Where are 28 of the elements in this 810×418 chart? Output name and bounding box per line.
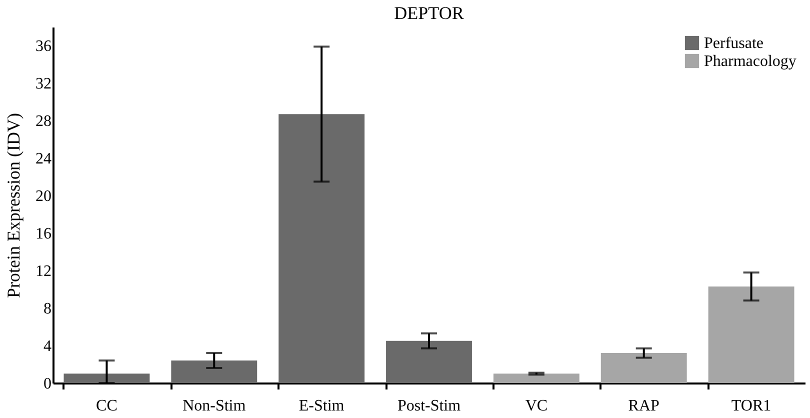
y-tick-label: 4 (44, 338, 52, 356)
x-tick-label: Post-Stim (397, 398, 462, 414)
y-tick-label: 32 (36, 76, 52, 93)
y-tick-label: 12 (36, 263, 52, 280)
x-tick-label: RAP (628, 398, 660, 414)
bar (64, 374, 150, 383)
bar (278, 114, 365, 383)
bar (386, 340, 472, 383)
y-tick-label: 16 (36, 226, 52, 243)
y-tick-label: 20 (36, 188, 52, 206)
legend-label: Perfusate (704, 35, 764, 52)
bar (493, 374, 580, 383)
x-tick-label: E-Stim (298, 398, 345, 414)
x-tick-label: Non-Stim (182, 398, 246, 414)
y-tick-label: 24 (36, 150, 52, 168)
x-tick-label: VC (525, 398, 548, 414)
y-tick-label: 8 (44, 300, 52, 318)
x-tick-label: CC (96, 398, 118, 414)
x-tick-label: TOR1 (731, 398, 772, 414)
chart-title: DEPTOR (394, 3, 464, 23)
bar (708, 286, 794, 383)
bar (600, 353, 687, 383)
y-tick-label: 28 (36, 113, 52, 130)
legend-label: Pharmacology (704, 53, 796, 70)
y-axis-title: Protein Expression (IDV) (4, 113, 24, 298)
y-tick-label: 36 (36, 38, 52, 56)
bar (171, 360, 258, 383)
y-tick-label: 0 (44, 376, 52, 392)
